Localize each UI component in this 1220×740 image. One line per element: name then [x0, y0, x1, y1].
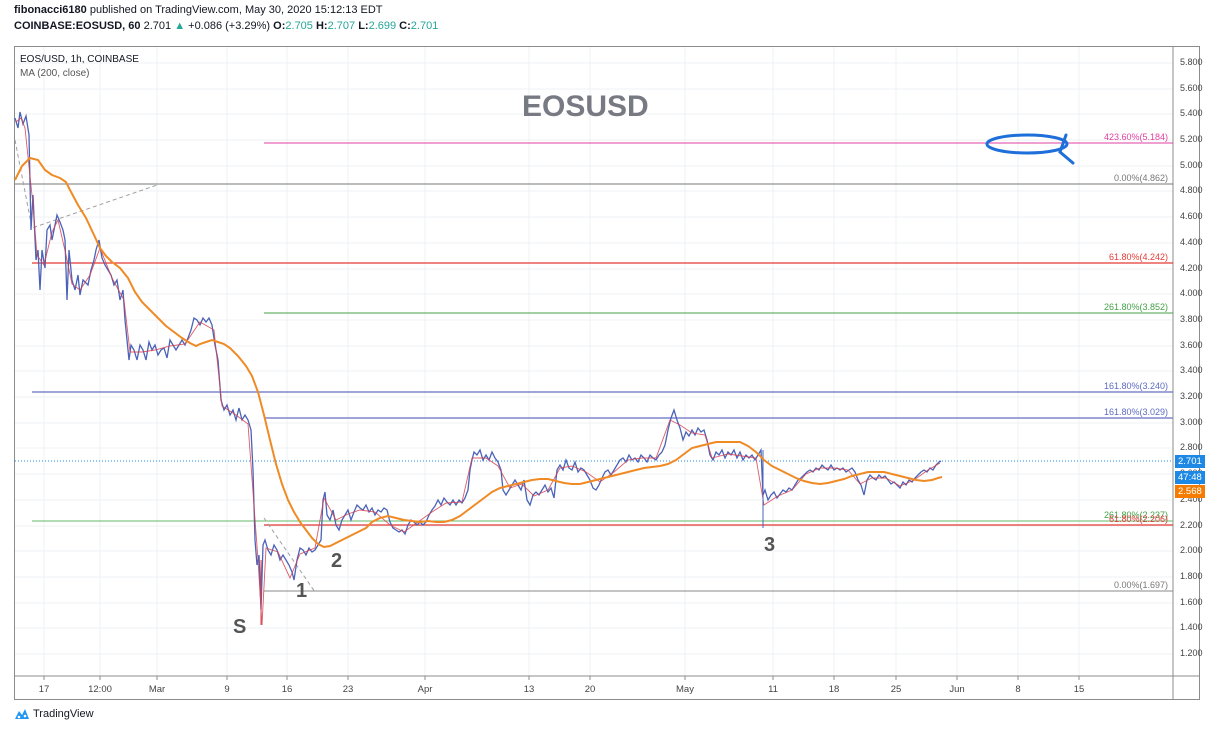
price-tick: 5.200 — [1180, 134, 1203, 144]
time-tick: Mar — [148, 684, 166, 695]
fib-trendlines[interactable] — [14, 139, 316, 593]
ma-value-badge: 2.568 — [1175, 485, 1205, 498]
time-tick: 8 — [1015, 684, 1021, 695]
series-legend[interactable]: EOS/USD, 1h, COINBASE — [20, 54, 139, 65]
price-series — [14, 111, 942, 611]
price-tick: 4.200 — [1180, 263, 1203, 273]
high-value: 2.707 — [327, 20, 356, 32]
price-tick: 3.800 — [1180, 314, 1203, 324]
up-arrow-icon: ▲ — [174, 20, 186, 32]
fib-label: 0.00%(4.862) — [1113, 173, 1168, 183]
price-tick: 4.600 — [1180, 211, 1203, 221]
published-text: published on TradingView.com, May 30, 20… — [89, 4, 383, 16]
grid — [15, 47, 1173, 676]
last-price-badge: 2.701 — [1175, 455, 1205, 468]
time-tick: 23 — [342, 684, 354, 695]
fib-label: 61.80%(2.206) — [1108, 514, 1168, 524]
tradingview-brand: TradingView — [33, 708, 94, 720]
tradingview-footer[interactable]: TradingView — [14, 708, 94, 720]
last-price: 2.701 — [143, 20, 172, 32]
ma200-line — [14, 156, 943, 549]
price-tick: 4.000 — [1180, 288, 1203, 298]
fib-label: 0.00%(1.697) — [1113, 580, 1168, 590]
fib-label: 61.80%(4.242) — [1108, 252, 1168, 262]
open-label: O: — [273, 20, 286, 32]
time-tick: 11 — [768, 684, 778, 695]
symbol-watermark: EOSUSD — [522, 90, 649, 123]
wave-label-s: S — [233, 616, 247, 638]
price-tick: 4.800 — [1180, 185, 1203, 195]
price-tick: 2.400 — [1180, 494, 1203, 504]
fib-levels[interactable] — [15, 142, 1173, 592]
time-tick: Apr — [417, 684, 433, 695]
low-value: 2.699 — [368, 20, 397, 32]
close-value: 2.701 — [410, 20, 439, 32]
fib-label: 161.80%(3.029) — [1103, 407, 1168, 417]
price-tick: 5.600 — [1180, 83, 1203, 93]
fib-label: 261.80%(3.852) — [1103, 302, 1168, 312]
open-value: 2.705 — [285, 20, 313, 32]
time-tick: Jun — [949, 684, 965, 695]
change-value: +0.086 (+3.29%) — [188, 20, 271, 32]
price-tick: 5.000 — [1180, 160, 1203, 170]
target-circle-annotation[interactable] — [985, 133, 1075, 165]
price-tick: 3.000 — [1180, 417, 1203, 427]
time-tick: 13 — [523, 684, 535, 695]
time-tick: 17 — [38, 684, 50, 695]
low-label: L: — [358, 20, 369, 32]
author-name[interactable]: fibonacci6180 — [14, 4, 87, 16]
time-axis-tick-marks — [43, 676, 1080, 680]
indicator-legend[interactable]: MA (200, close) — [20, 68, 90, 79]
time-tick: 15 — [1073, 684, 1085, 695]
publish-info: fibonacci6180 published on TradingView.c… — [14, 4, 383, 16]
fib-label: 261.80%(2.237) — [1103, 510, 1168, 520]
close-label: C: — [399, 20, 411, 32]
tradingview-logo-icon — [15, 709, 29, 719]
time-tick: May — [676, 684, 694, 695]
chart-frame[interactable] — [14, 46, 1200, 700]
wave-label-2: 2 — [331, 550, 343, 572]
price-tick: 5.800 — [1180, 57, 1203, 67]
price-tick: 1.200 — [1180, 648, 1203, 658]
time-tick: 20 — [584, 684, 596, 695]
price-tick: 1.600 — [1180, 597, 1203, 607]
price-tick: 4.400 — [1180, 237, 1203, 247]
price-tick: 3.200 — [1180, 391, 1203, 401]
price-tick: 5.400 — [1180, 108, 1203, 118]
fib-label: 423.60%(5.184) — [1103, 132, 1168, 142]
high-label: H: — [315, 20, 328, 32]
price-tick: 3.600 — [1180, 340, 1203, 350]
time-tick: 18 — [828, 684, 840, 695]
time-tick: 25 — [890, 684, 902, 695]
price-tick: 3.400 — [1180, 365, 1203, 375]
time-tick: 12:00 — [88, 684, 112, 695]
symbol-label: COINBASE:EOSUSD, 60 — [14, 20, 141, 32]
time-tick: 9 — [224, 684, 230, 695]
symbol-info: COINBASE:EOSUSD, 60 2.701 ▲ +0.086 (+3.2… — [14, 20, 438, 32]
fib-label: 161.80%(3.240) — [1103, 381, 1168, 391]
price-tick: 2.200 — [1180, 520, 1203, 530]
price-tick: 2.000 — [1180, 545, 1203, 555]
price-tick: 1.800 — [1180, 571, 1203, 581]
time-tick: 16 — [281, 684, 293, 695]
price-tick: 2.800 — [1180, 442, 1203, 452]
price-tick: 1.400 — [1180, 622, 1203, 632]
wave-label-1: 1 — [296, 580, 308, 602]
wave-label-3: 3 — [764, 534, 776, 556]
countdown-badge: 47:48 — [1175, 471, 1205, 484]
